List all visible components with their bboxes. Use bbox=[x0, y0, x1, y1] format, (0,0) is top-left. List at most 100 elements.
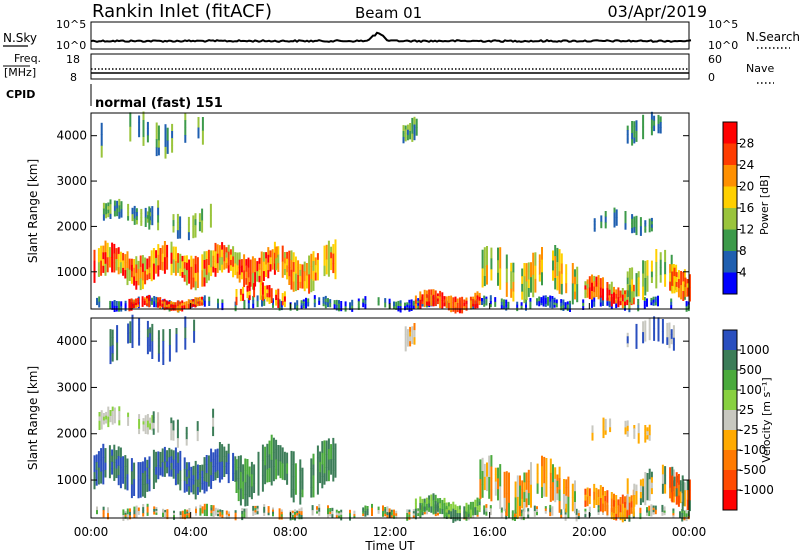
velocity-echo-cell bbox=[621, 494, 624, 505]
velocity-echo-cell bbox=[505, 515, 508, 520]
power-echo-cell bbox=[576, 284, 579, 303]
power-echo-cell bbox=[218, 257, 221, 271]
velocity-echo-cell bbox=[650, 504, 653, 511]
velocity-echo-cell bbox=[519, 485, 521, 497]
power-echo-cell bbox=[297, 282, 300, 291]
velocity-echo-cell bbox=[445, 509, 448, 513]
power-echo-cell bbox=[500, 301, 503, 306]
power-echo-cell bbox=[174, 302, 177, 306]
power-echo-cell bbox=[330, 252, 333, 259]
power-echo-cell bbox=[216, 253, 219, 264]
power-echo-cell bbox=[476, 295, 479, 300]
velocity-echo-cell bbox=[175, 334, 178, 341]
velocity-echo-cell bbox=[423, 498, 426, 503]
velocity-echo-cell bbox=[298, 511, 301, 515]
velocity-echo-cell bbox=[133, 462, 136, 480]
velocity-echo-cell bbox=[219, 509, 222, 513]
velocity-echo-cell bbox=[173, 515, 175, 518]
power-echo-cell bbox=[476, 291, 479, 296]
power-echo-cell bbox=[223, 245, 226, 254]
power-echo-cell bbox=[251, 256, 254, 274]
power-echo-cell bbox=[137, 268, 140, 278]
power-echo-cell bbox=[248, 286, 251, 292]
velocity-echo-cell bbox=[157, 451, 160, 466]
velocity-echo-cell bbox=[551, 506, 554, 512]
velocity-echo-cell bbox=[494, 474, 497, 482]
power-echo-cell bbox=[591, 304, 593, 308]
power-echo-cell bbox=[232, 246, 235, 257]
velocity-echo-cell bbox=[270, 459, 273, 486]
velocity-ylabel: Slant Range [km] bbox=[26, 366, 40, 470]
velocity-echo-cell bbox=[162, 512, 164, 517]
velocity-echo-cell bbox=[234, 515, 237, 518]
velocity-echo-cell bbox=[141, 461, 144, 474]
power-echo-cell bbox=[109, 300, 112, 304]
velocity-echo-cell bbox=[574, 502, 576, 514]
velocity-echo-cell bbox=[242, 464, 245, 474]
power-echo-cell bbox=[547, 301, 549, 306]
velocity-echo-cell bbox=[168, 345, 171, 362]
velocity-echo-cell bbox=[679, 514, 681, 519]
power-echo-cell bbox=[650, 260, 653, 267]
velocity-echo-cell bbox=[159, 467, 162, 476]
velocity-echo-cell bbox=[223, 456, 226, 467]
power-echo-cell bbox=[521, 268, 524, 277]
power-echo-cell bbox=[399, 303, 402, 307]
velocity-echo-cell bbox=[445, 512, 448, 517]
power-echo-cell bbox=[595, 286, 598, 297]
power-echo-cell bbox=[128, 258, 131, 270]
power-echo-cell bbox=[670, 254, 673, 274]
power-echo-cell bbox=[148, 206, 151, 219]
power-echo-cell bbox=[497, 260, 499, 274]
velocity-echo-cell bbox=[196, 479, 199, 488]
velocity-echo-cell bbox=[104, 469, 107, 478]
velocity-echo-cell bbox=[552, 482, 554, 501]
power-echo-cell bbox=[107, 206, 110, 211]
power-echo-cell bbox=[644, 278, 647, 296]
power-echo-cell bbox=[617, 287, 620, 298]
power-echo-cell bbox=[512, 262, 515, 273]
velocity-echo-cell bbox=[170, 449, 173, 457]
velocity-echo-cell bbox=[185, 476, 188, 485]
velocity-echo-cell bbox=[118, 411, 121, 417]
power-echo-cell bbox=[588, 276, 591, 288]
velocity-echo-cell bbox=[511, 515, 514, 518]
power-echo-cell bbox=[143, 299, 146, 302]
power-echo-cell bbox=[421, 294, 424, 297]
velocity-echo-cell bbox=[232, 466, 235, 474]
power-echo-cell bbox=[671, 271, 674, 280]
power-echo-cell bbox=[232, 266, 235, 278]
velocity-echo-cell bbox=[384, 509, 387, 512]
power-echo-cell bbox=[434, 298, 437, 306]
velocity-echo-cell bbox=[613, 513, 615, 520]
power-echo-cell bbox=[240, 272, 243, 280]
power-echo-cell bbox=[188, 271, 191, 284]
velocity-echo-cell bbox=[610, 512, 613, 520]
velocity-echo-cell bbox=[127, 333, 130, 344]
velocity-echo-cell bbox=[193, 319, 196, 332]
velocity-echo-cell bbox=[277, 460, 280, 476]
power-echo-cell bbox=[512, 272, 515, 283]
power-echo-cell bbox=[262, 252, 265, 262]
velocity-echo-cell bbox=[543, 483, 546, 497]
velocity-echo-cell bbox=[212, 510, 215, 517]
power-echo-cell bbox=[93, 271, 96, 283]
power-echo-cell bbox=[465, 297, 468, 302]
velocity-echo-cell bbox=[384, 513, 387, 517]
velocity-echo-cell bbox=[554, 478, 557, 491]
power-echo-cell bbox=[415, 118, 418, 128]
power-echo-cell bbox=[671, 285, 674, 294]
power-echo-cell bbox=[619, 294, 622, 298]
power-echo-cell bbox=[631, 133, 634, 140]
power-echo-cell bbox=[296, 300, 299, 306]
power-echo-cell bbox=[593, 301, 596, 307]
power-echo-cell bbox=[608, 289, 611, 296]
power-echo-cell bbox=[527, 288, 530, 297]
velocity-echo-cell bbox=[362, 513, 365, 517]
velocity-echo-cell bbox=[241, 511, 244, 515]
velocity-echo-cell bbox=[248, 486, 251, 498]
velocity-echo-cell bbox=[650, 510, 653, 517]
velocity-echo-cell bbox=[184, 316, 187, 328]
velocity-echo-cell bbox=[593, 483, 596, 493]
